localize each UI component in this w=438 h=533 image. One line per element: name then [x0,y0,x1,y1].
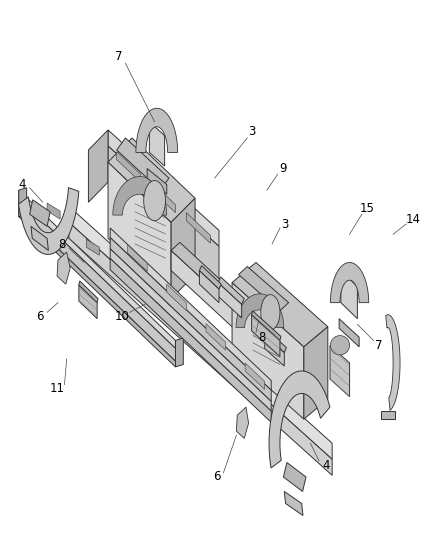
Polygon shape [88,130,108,202]
Polygon shape [245,363,265,390]
Polygon shape [232,282,304,419]
Polygon shape [108,146,219,282]
Text: 9: 9 [279,162,287,175]
Polygon shape [31,227,48,251]
Polygon shape [330,263,369,303]
Polygon shape [265,330,286,352]
Polygon shape [176,338,184,367]
Polygon shape [171,198,195,298]
Polygon shape [108,130,219,246]
Polygon shape [199,271,219,303]
Polygon shape [47,203,60,219]
Text: 7: 7 [375,339,383,352]
Polygon shape [108,138,195,222]
Polygon shape [19,190,176,349]
Polygon shape [110,228,271,390]
Circle shape [144,181,166,221]
Polygon shape [269,371,330,468]
Polygon shape [237,407,249,439]
Text: 3: 3 [248,125,255,138]
Polygon shape [19,188,27,217]
Polygon shape [149,122,165,166]
Polygon shape [147,168,167,194]
Polygon shape [79,285,97,319]
Polygon shape [330,336,350,355]
Text: 6: 6 [36,310,43,323]
Polygon shape [125,276,138,292]
Polygon shape [19,211,176,367]
Text: 7: 7 [115,50,123,62]
Text: 4: 4 [322,459,329,472]
Polygon shape [117,151,141,182]
Polygon shape [283,463,306,491]
Polygon shape [218,282,242,318]
Polygon shape [136,108,178,152]
Polygon shape [236,294,284,328]
Circle shape [261,295,280,330]
Polygon shape [86,239,99,255]
Polygon shape [381,411,395,419]
Polygon shape [108,162,171,298]
Polygon shape [30,200,50,227]
Polygon shape [239,266,289,311]
Text: 3: 3 [282,218,289,231]
Polygon shape [113,176,167,215]
Polygon shape [186,213,210,243]
Text: 15: 15 [360,202,374,215]
Polygon shape [167,284,186,311]
Polygon shape [127,245,147,271]
Text: 8: 8 [58,238,65,251]
Polygon shape [117,138,169,190]
Text: 14: 14 [405,213,420,227]
Polygon shape [252,314,280,357]
Text: 6: 6 [213,471,221,483]
Text: 10: 10 [115,310,130,323]
Polygon shape [57,252,70,284]
Polygon shape [206,324,226,350]
Polygon shape [265,335,284,366]
Text: 4: 4 [18,178,26,191]
Polygon shape [232,262,328,347]
Polygon shape [304,327,328,419]
Polygon shape [110,238,271,401]
Polygon shape [110,249,271,411]
Polygon shape [386,315,400,410]
Polygon shape [171,243,258,323]
Polygon shape [152,182,176,213]
Polygon shape [69,222,332,475]
Polygon shape [284,491,303,515]
Polygon shape [19,198,176,361]
Polygon shape [110,259,271,422]
Polygon shape [171,251,250,343]
Polygon shape [218,277,244,304]
Polygon shape [18,188,79,254]
Polygon shape [330,345,350,397]
Text: 8: 8 [258,330,265,344]
Polygon shape [252,311,281,341]
Polygon shape [69,206,332,459]
Polygon shape [339,319,359,347]
Polygon shape [341,271,357,319]
Polygon shape [199,265,221,289]
Text: 11: 11 [49,382,64,395]
Polygon shape [79,281,98,303]
